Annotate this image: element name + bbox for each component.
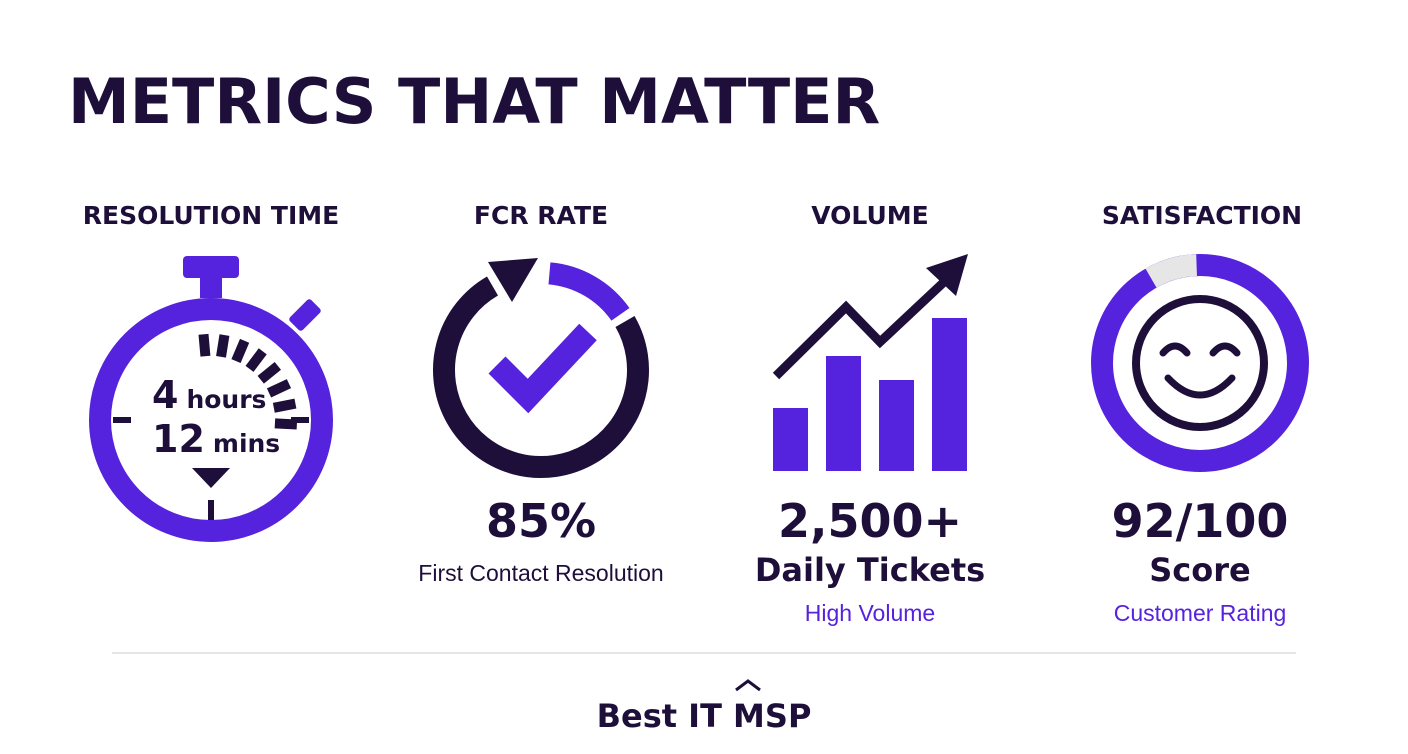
- stopwatch-icon: [89, 256, 333, 542]
- metric-heading: SATISFACTION: [1102, 201, 1302, 230]
- metric-heading: FCR RATE: [474, 201, 608, 230]
- logo-caret: [735, 679, 761, 692]
- dial-dash: [266, 379, 292, 398]
- value-unit: hours: [186, 385, 266, 414]
- value-number: 4: [152, 373, 178, 417]
- value-unit: mins: [213, 429, 280, 458]
- metric-value: 85%: [486, 494, 596, 548]
- metric-caption: First Contact Resolution: [418, 560, 663, 586]
- metric-value: 2,500+: [778, 494, 962, 548]
- dial-dash: [231, 338, 250, 364]
- footer-brand: Best IT MSP: [597, 697, 812, 735]
- metric-heading: RESOLUTION TIME: [83, 201, 339, 230]
- metric-value: 92/100: [1112, 494, 1289, 548]
- dial-dash: [272, 398, 297, 413]
- dial-dash: [216, 334, 230, 358]
- page-title: METRICS THAT MATTER: [68, 65, 880, 138]
- metric-caption: Score: [1149, 551, 1250, 589]
- metric-caption: Daily Tickets: [755, 551, 985, 589]
- dial-dash: [245, 348, 267, 372]
- metric-note: Customer Rating: [1114, 600, 1287, 626]
- metric-value: 12 mins: [152, 417, 280, 461]
- dial-dash: [257, 361, 281, 384]
- metric-value: 4 hours: [152, 373, 266, 417]
- metric-heading: VOLUME: [811, 201, 928, 230]
- value-number: 12: [152, 417, 205, 461]
- dial-dash: [198, 333, 211, 357]
- satisfaction-icon: [1091, 254, 1309, 472]
- dial-dash: [274, 418, 298, 430]
- fcr-icon: [433, 258, 649, 478]
- metric-note: High Volume: [805, 600, 935, 626]
- volume-icon: [772, 254, 968, 471]
